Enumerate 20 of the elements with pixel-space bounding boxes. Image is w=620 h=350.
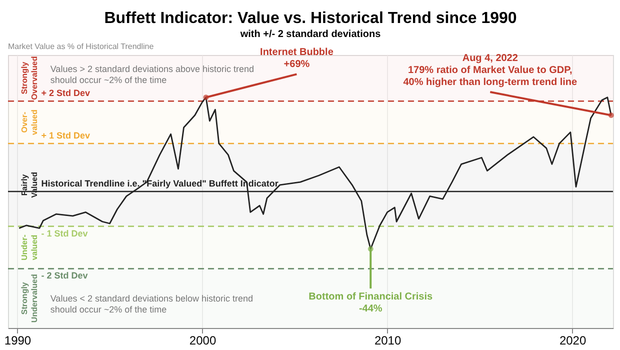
x-tick-label: 2010 [374, 334, 402, 348]
x-tick-label: 2000 [189, 334, 216, 348]
annotation: Aug 4, 2022 179% ratio of Market Value to GDP, 40% higher than long-term trend line [403, 53, 578, 88]
chart-title: Buffett Indicator: Value vs. Historical Trend since 1990 [104, 10, 517, 27]
annotation: Bottom of Financial Crisis -44% [308, 292, 434, 315]
text: Market Value as % of Historical Trendline [8, 42, 154, 51]
x-tick-label: 1990 [4, 334, 32, 348]
band-label: Under-valued [20, 234, 39, 260]
text: Values > 2 standard deviations above historic trend should occur ~2% of the time [50, 64, 254, 85]
band-label: Strongly Overvalued [20, 56, 39, 100]
x-tick-label: 2020 [559, 334, 586, 348]
band-label: Strongly Undervalued [20, 274, 39, 323]
band-label: Over-valued [20, 110, 39, 135]
ref-line-label: + 2 Std Dev [41, 88, 90, 98]
ref-line-label: - 2 Std Dev [41, 270, 88, 281]
text: Values < 2 standard deviations below historic trend should occur ~2% of the time [50, 293, 254, 314]
ref-line-label: - 1 Std Dev [41, 228, 88, 238]
annotation: Internet Bubble +69% [260, 47, 334, 70]
chart-subtitle: with +/- 2 standard deviations [239, 29, 382, 40]
ref-line-label: + 1 Std Dev [41, 130, 90, 140]
